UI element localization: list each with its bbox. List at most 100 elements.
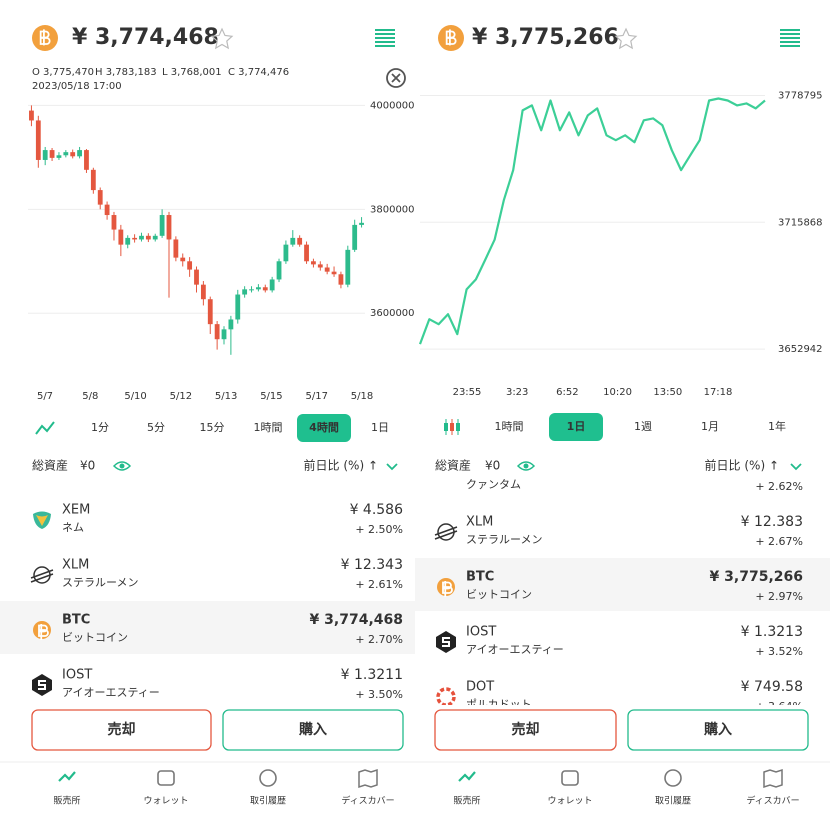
asset-price: ¥ 1.3213 <box>741 624 803 640</box>
candle-body <box>311 261 316 265</box>
nav-icon[interactable] <box>58 771 76 782</box>
asset-symbol: IOST <box>466 625 496 640</box>
asset-row[interactable]: BTC ビットコイン ¥ 3,775,266 + 2.97% <box>415 558 830 611</box>
x-tick-label: 5/7 <box>37 391 53 402</box>
candle-body <box>194 269 199 285</box>
sort-chevron[interactable] <box>386 463 398 471</box>
nav-label[interactable]: ウォレット <box>547 796 592 807</box>
total-assets-label: 総資産 <box>435 458 471 473</box>
buy-button[interactable] <box>627 709 809 751</box>
buy-label[interactable]: 購入 <box>298 721 327 738</box>
time-tab[interactable]: 1日 <box>371 421 389 434</box>
price-title: ¥ 3,775,266 <box>472 25 619 50</box>
time-tab[interactable]: 4時間 <box>309 420 339 434</box>
favorite-star[interactable] <box>614 27 638 50</box>
nav-icon[interactable] <box>458 771 476 782</box>
sell-button[interactable] <box>434 709 617 751</box>
chart-type-icon[interactable] <box>35 421 55 435</box>
candle-body <box>324 267 330 272</box>
eye-icon[interactable] <box>112 461 132 471</box>
asset-row[interactable]: クァンタム + 2.62% <box>466 478 803 493</box>
nav-label[interactable]: ディスカバー <box>341 795 394 807</box>
btc-glyph <box>38 624 49 640</box>
row-highlight <box>0 601 415 654</box>
sell-button[interactable] <box>31 709 212 751</box>
sell-label[interactable]: 売却 <box>512 721 540 738</box>
buy-button[interactable] <box>222 709 404 751</box>
time-tab[interactable]: 1月 <box>701 420 719 433</box>
chart-type-icon[interactable] <box>456 423 460 431</box>
asset-price: ¥ 12.383 <box>741 514 803 530</box>
candle-body <box>352 224 358 250</box>
nav-label[interactable]: 販売所 <box>453 795 480 807</box>
nav-label[interactable]: 取引履歴 <box>655 796 691 807</box>
tab-active-bg <box>297 414 351 442</box>
asset-symbol: BTC <box>62 613 90 628</box>
close-button[interactable] <box>386 68 406 88</box>
asset-list: XEM ネム ¥ 4.586 + 2.50% XLM ステラルーメン ¥ 12.343 + 2… <box>0 502 415 701</box>
sell-label[interactable]: 売却 <box>108 721 136 738</box>
buy-label[interactable]: 購入 <box>703 721 732 738</box>
asset-symbol: IOST <box>62 668 92 683</box>
time-tab[interactable]: 5分 <box>147 421 165 434</box>
asset-row[interactable]: BTC ビットコイン ¥ 3,774,468 + 2.70% <box>0 601 415 654</box>
nav-icon[interactable] <box>358 768 378 789</box>
time-tab[interactable]: 1時間 <box>254 421 283 434</box>
nav-icon[interactable] <box>259 769 277 787</box>
asset-change: + 3.52% <box>755 645 803 658</box>
chart-type-icon[interactable] <box>444 423 448 431</box>
asset-row[interactable]: XLM ステラルーメン ¥ 12.343 + 2.61% <box>30 557 403 591</box>
candle-body <box>276 261 282 280</box>
iost-glyph <box>442 637 450 647</box>
sort-chevron[interactable] <box>790 463 802 471</box>
xlm-icon-bar <box>30 569 54 583</box>
candle-body <box>49 150 55 158</box>
x-tick-label: 5/8 <box>82 391 98 402</box>
nav-icon[interactable] <box>763 768 783 789</box>
nav-label[interactable]: 販売所 <box>53 795 80 807</box>
candle-body <box>228 319 234 330</box>
row-highlight <box>415 558 830 611</box>
tab-active-bg <box>549 413 603 441</box>
candle-body <box>200 284 206 300</box>
candle-body <box>63 152 69 156</box>
candle-body <box>331 271 337 275</box>
nav-icon[interactable] <box>664 769 682 787</box>
candle-body <box>159 215 165 236</box>
time-tab[interactable]: 15分 <box>200 421 225 434</box>
time-tab[interactable]: 1週 <box>634 420 652 433</box>
y-tick-label: 3800000 <box>370 204 415 215</box>
asset-price: ¥ 749.58 <box>741 679 803 695</box>
time-tab[interactable]: 1分 <box>91 421 109 434</box>
nav-label[interactable]: ディスカバー <box>746 795 799 807</box>
time-tab[interactable]: 1時間 <box>495 420 524 433</box>
xlm-icon-bar <box>434 526 458 540</box>
asset-symbol: DOT <box>466 680 494 695</box>
candle-body <box>42 150 48 160</box>
eye-icon[interactable] <box>516 461 536 471</box>
nav-label[interactable]: ウォレット <box>143 796 188 807</box>
candle-body <box>304 244 309 262</box>
nav-label[interactable]: 取引履歴 <box>250 796 286 807</box>
chart-type-icon[interactable] <box>450 423 454 431</box>
favorite-star[interactable] <box>210 27 234 50</box>
asset-row[interactable]: XLM ステラルーメン ¥ 12.383 + 2.67% <box>434 514 803 548</box>
asset-change: + 2.61% <box>355 578 403 591</box>
asset-list: クァンタム + 2.62% XLM ステラルーメン ¥ 12.383 + 2.67% BTC… <box>415 478 830 713</box>
nav-icon[interactable] <box>157 770 175 786</box>
asset-change: + 2.67% <box>755 535 803 548</box>
candle-body <box>297 237 303 245</box>
price-title: ¥ 3,774,468 <box>72 25 219 50</box>
time-tab[interactable]: 1年 <box>768 419 786 433</box>
nav-icon[interactable] <box>561 770 579 786</box>
asset-row[interactable]: XEM ネム ¥ 4.586 + 2.50% <box>33 502 403 536</box>
change-sort[interactable]: 前日比 (%) ↑ <box>304 458 378 473</box>
right-screen: ¥ 3,775,266 3652942 3715868 3778795 23:55 3:2… <box>415 25 830 807</box>
asset-row[interactable]: IOST アイオーエスティー ¥ 1.3213 + 3.52% <box>436 624 803 658</box>
asset-row[interactable]: IOST アイオーエスティー ¥ 1.3211 + 3.50% <box>32 667 403 701</box>
asset-row[interactable]: DOT ポルカドット ¥ 749.58 + 3.64% <box>436 679 803 713</box>
close-x <box>391 73 401 83</box>
time-tab[interactable]: 1日 <box>567 420 586 433</box>
change-sort[interactable]: 前日比 (%) ↑ <box>705 458 779 473</box>
